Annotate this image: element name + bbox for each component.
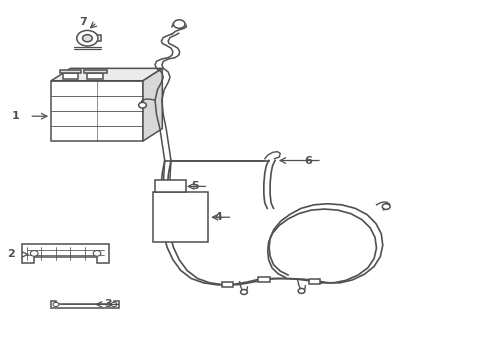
Circle shape bbox=[93, 251, 101, 256]
Text: 4: 4 bbox=[214, 212, 223, 222]
Polygon shape bbox=[258, 277, 269, 282]
Circle shape bbox=[77, 31, 98, 46]
Polygon shape bbox=[222, 282, 233, 287]
Circle shape bbox=[173, 20, 184, 28]
Circle shape bbox=[382, 204, 389, 210]
Polygon shape bbox=[87, 73, 103, 79]
Text: 2: 2 bbox=[7, 249, 15, 260]
Polygon shape bbox=[63, 73, 78, 79]
Text: 3: 3 bbox=[104, 300, 111, 309]
Circle shape bbox=[82, 35, 92, 42]
Polygon shape bbox=[51, 81, 142, 141]
Polygon shape bbox=[60, 70, 81, 73]
Polygon shape bbox=[142, 68, 162, 141]
Text: 6: 6 bbox=[304, 156, 311, 166]
Bar bbox=[155, 180, 186, 192]
Polygon shape bbox=[84, 70, 106, 73]
Text: 7: 7 bbox=[80, 17, 87, 27]
Polygon shape bbox=[51, 68, 162, 81]
Circle shape bbox=[111, 302, 117, 306]
Circle shape bbox=[240, 289, 247, 294]
Polygon shape bbox=[22, 244, 109, 263]
Circle shape bbox=[30, 251, 38, 256]
Polygon shape bbox=[96, 35, 101, 41]
Bar bbox=[152, 192, 208, 242]
Text: 1: 1 bbox=[12, 111, 20, 121]
Polygon shape bbox=[308, 279, 320, 284]
Circle shape bbox=[53, 302, 59, 306]
Circle shape bbox=[298, 288, 305, 293]
Circle shape bbox=[138, 102, 146, 108]
Polygon shape bbox=[51, 301, 119, 308]
Text: 5: 5 bbox=[190, 181, 198, 192]
